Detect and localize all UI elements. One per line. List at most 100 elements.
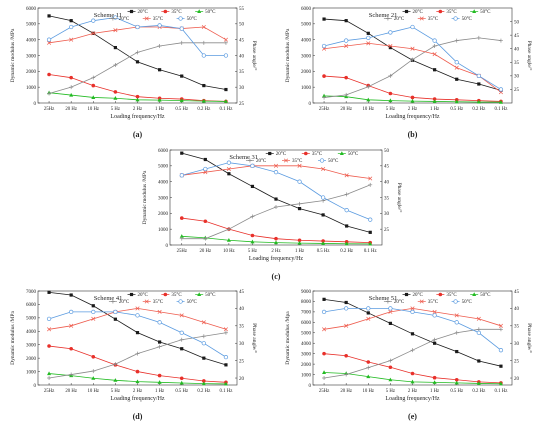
- y2tick-label-c-4: 45: [384, 165, 390, 170]
- legend-label-ph-a-1: 35°C: [153, 17, 164, 22]
- modulus-point-b-1-5: [432, 97, 437, 101]
- phase-point-c-2-0: [179, 173, 184, 178]
- modulus-point-c-0-1: [203, 157, 207, 162]
- modulus-point-d-0-8: [224, 363, 228, 367]
- phase-point-b-0-2: [366, 84, 371, 89]
- xtick-label-d-0: 25Hz: [44, 389, 54, 394]
- phase-point-a-1-1: [69, 37, 74, 42]
- panel-d: 0 1000 2000 3000 4000 5000 6000 7000 20 25 30 35 40 4…: [0, 283, 275, 422]
- modulus-point-c-2-2: [226, 238, 231, 242]
- phase-point-c-2-2: [226, 160, 232, 165]
- modulus-point-d-1-0: [47, 344, 51, 348]
- ytick-label-e-8: 8000: [301, 300, 312, 305]
- y2tick-label-b-4: 45: [514, 34, 520, 39]
- phase-point-a-2-1: [69, 24, 74, 30]
- xtick-label-c-4: 2 Hz: [271, 249, 280, 254]
- modulus-point-d-1-2: [91, 355, 96, 359]
- y2tick-label-d-2: 30: [239, 342, 245, 347]
- modulus-point-a-1-1: [69, 75, 73, 80]
- modulus-point-e-0-4: [410, 332, 415, 336]
- phase-point-c-0-4: [274, 205, 278, 209]
- modulus-point-d-2-7: [201, 381, 206, 386]
- modulus-point-a-1-2: [91, 83, 96, 88]
- ytick-label-b-0: 0: [309, 102, 312, 107]
- chart-c: 0 1000 2000 3000 4000 5000 6000 25 30 35 40 45 50 25H…: [142, 149, 403, 281]
- legend-label-ph-e-0: 20°C: [394, 300, 405, 305]
- modulus-point-d-0-1: [69, 293, 73, 297]
- phase-line-e-0: [323, 328, 501, 379]
- xtick-label-b-8: 0.1 Hz: [495, 107, 508, 112]
- legend-marker-ph-a-0: [110, 16, 115, 21]
- phase-point-b-1-4: [410, 46, 415, 51]
- legend-marker-mod-e-0: [404, 292, 409, 297]
- phase-point-e-0-1: [344, 372, 349, 377]
- modulus-point-a-0-6: [180, 74, 184, 78]
- modulus-point-c-0-0: [180, 151, 184, 155]
- legend-label-mod-c-1: 35°C: [312, 152, 323, 157]
- modulus-point-c-0-5: [297, 206, 302, 211]
- xtick-label-c-5: 1 Hz: [295, 249, 304, 254]
- phase-point-e-0-3: [388, 358, 393, 363]
- phase-point-a-1-7: [201, 24, 206, 30]
- legend-marker-ph-e-1: [419, 299, 424, 304]
- modulus-point-c-0-3: [250, 184, 255, 189]
- phase-point-d-0-7: [201, 334, 206, 339]
- modulus-point-a-1-3: [113, 90, 118, 94]
- modulus-point-e-0-5: [433, 341, 437, 345]
- panel-b: 0 1000 2000 3000 4000 5000 6000 25 30 35 40 45 50 25H…: [275, 0, 550, 140]
- xtick-label-b-4: 2 Hz: [408, 107, 417, 112]
- phase-point-d-0-0: [47, 376, 52, 381]
- phase-point-c-1-1: [203, 170, 208, 175]
- modulus-point-c-0-8: [368, 230, 372, 234]
- panel-e: 0 1000 2000 3000 4000 5000 6000 7000 8000 9000 20 2…: [275, 283, 550, 422]
- xtick-label-a-7: 0.2 Hz: [197, 107, 210, 112]
- phase-point-b-2-3: [388, 30, 393, 35]
- phase-point-c-2-6: [320, 195, 326, 200]
- ylabel-c: Dynamic modulus /MPa: [142, 170, 148, 224]
- modulus-point-d-0-3: [113, 317, 117, 321]
- phase-point-e-2-5: [432, 313, 437, 318]
- legend-marker-ph-c-1: [283, 158, 289, 163]
- phase-point-c-0-2: [226, 227, 231, 232]
- y2tick-label-a-0: 25: [239, 102, 245, 107]
- xtick-label-b-5: 1 Hz: [430, 107, 439, 112]
- ytick-label-a-3: 3000: [26, 54, 37, 59]
- modulus-point-b-0-5: [433, 68, 437, 72]
- modulus-point-b-0-1: [344, 19, 348, 23]
- xtick-label-a-6: 0.5 Hz: [175, 107, 188, 112]
- y2tick-label-e-2: 30: [514, 342, 520, 347]
- legend-label-mod-d-1: 35°C: [171, 293, 182, 298]
- y2tick-label-a-5: 50: [239, 23, 245, 28]
- legend-marker-mod-d-1: [163, 292, 168, 297]
- modulus-point-e-0-1: [344, 300, 348, 305]
- phase-point-c-0-0: [179, 236, 184, 241]
- modulus-point-e-0-7: [477, 359, 481, 363]
- modulus-line-e-1: [324, 353, 501, 384]
- phase-point-d-0-2: [91, 369, 96, 374]
- modulus-point-a-0-8: [224, 87, 228, 92]
- y2tick-label-b-2: 35: [514, 61, 520, 66]
- xlabel-a: Loading frequency/Hz: [110, 113, 164, 120]
- legend-marker-ph-a-2: [178, 16, 183, 21]
- phase-point-a-0-6: [179, 40, 184, 45]
- phase-point-d-1-0: [47, 327, 52, 332]
- xtick-label-a-0: 25Hz: [44, 107, 54, 112]
- legend-label-ph-d-0: 20°C: [119, 300, 130, 305]
- ytick-label-c-4: 4000: [158, 180, 169, 185]
- phase-point-a-2-0: [46, 37, 52, 42]
- panel-a: 0 1000 2000 3000 4000 5000 6000 25 30 35 40 45 50 55 2…: [0, 0, 275, 140]
- modulus-point-d-0-5: [158, 340, 162, 344]
- panel-label-c: (c): [272, 272, 281, 281]
- modulus-point-b-2-4: [410, 98, 415, 103]
- legend-label-ph-c-1: 35°C: [292, 159, 303, 164]
- panel-label-a: (a): [133, 130, 143, 139]
- xtick-label-c-2: 10 Hz: [223, 249, 235, 254]
- modulus-point-d-2-0: [47, 371, 52, 376]
- phase-point-e-0-2: [366, 365, 371, 370]
- modulus-point-b-1-1: [344, 75, 348, 80]
- xtick-label-a-2: 10 Hz: [87, 107, 99, 112]
- modulus-point-d-1-1: [69, 346, 73, 351]
- modulus-point-b-0-0: [322, 17, 326, 21]
- ytick-label-d-2: 2000: [26, 357, 37, 362]
- legend-marker-mod-d-2: [197, 292, 202, 296]
